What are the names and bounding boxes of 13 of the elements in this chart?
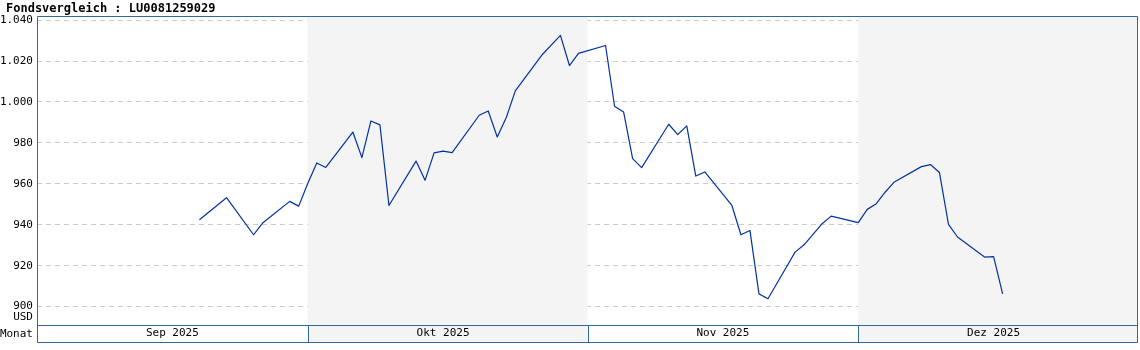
y-tick-label: 1.000 (0, 94, 33, 108)
x-tick-label: Nov 2025 (696, 326, 750, 340)
y-tick-label: 920 (13, 258, 33, 272)
y-tick-label: 940 (13, 217, 33, 231)
x-tick-label: Okt 2025 (416, 326, 470, 340)
x-tick-label: Dez 2025 (967, 326, 1021, 340)
chart-title: Fondsvergleich : LU0081259029 (6, 1, 216, 15)
y-tick-label: 960 (13, 176, 33, 190)
y-tick-label: 1.020 (0, 53, 33, 67)
y-tick-label: 980 (13, 135, 33, 149)
x-axis-title: Monat (0, 327, 33, 341)
x-tick-label: Sep 2025 (145, 326, 199, 340)
y-tick-label: 1.040 (0, 12, 33, 26)
